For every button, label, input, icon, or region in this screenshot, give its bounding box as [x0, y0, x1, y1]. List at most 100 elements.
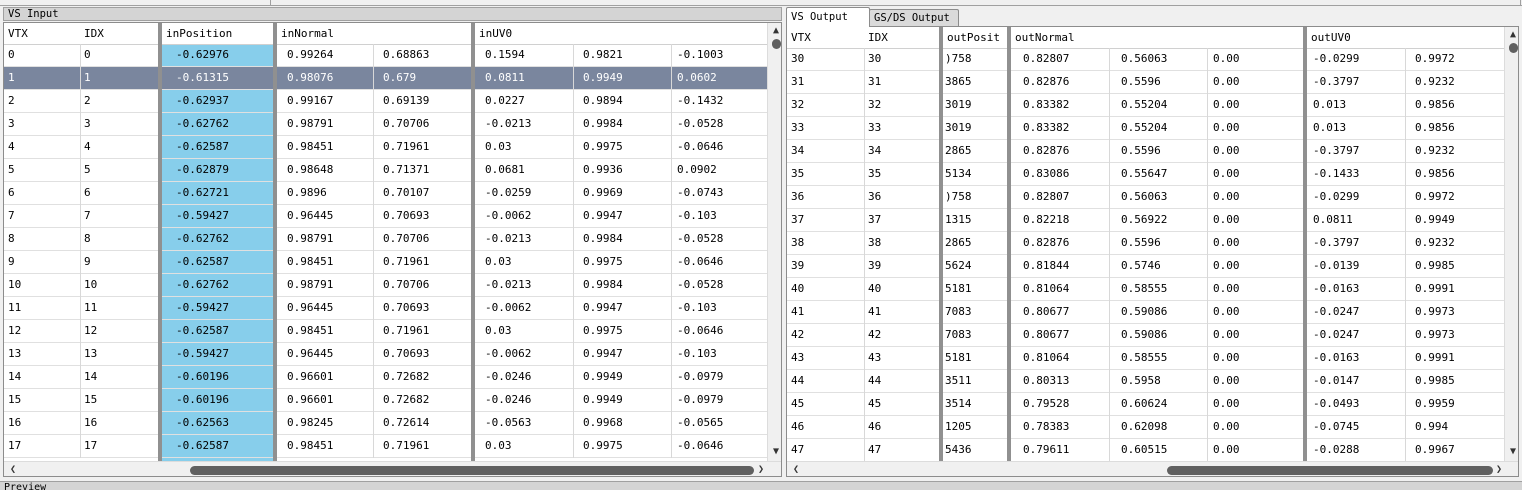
table-row[interactable]: 38 38 2865 0.82876 0.5596 0.00 -0.3797 0.9232	[787, 232, 1504, 255]
table-cell: 0.9973	[1415, 305, 1455, 318]
table-row[interactable]: 8 8 -0.62762 0.98791 0.70706 -0.0213 0.9984 -0.…	[4, 228, 767, 251]
table-row[interactable]: 10 10 -0.62762 0.98791 0.70706 -0.0213 0.9984 -…	[4, 274, 767, 297]
table-row[interactable]: 11 11 -0.59427 0.96445 0.70693 -0.0062 0.9947 -…	[4, 297, 767, 320]
column-header-0[interactable]: VTX	[8, 27, 28, 40]
table-row[interactable]: 44 44 3511 0.80313 0.5958 0.00 -0.0147 0.9985	[787, 370, 1504, 393]
column-header-2[interactable]: inPosition	[166, 27, 233, 40]
table-cell: 30	[791, 52, 805, 65]
table-row[interactable]: 12 12 -0.62587 0.98451 0.71961 0.03 0.9975 -0.0…	[4, 320, 767, 343]
table-cell: 0.9232	[1415, 236, 1455, 249]
table-row[interactable]: 43 43 5181 0.81064 0.58555 0.00 -0.0163 0.9991	[787, 347, 1504, 370]
table-cell: 45	[868, 397, 882, 410]
table-row[interactable]: 35 35 5134 0.83086 0.55647 0.00 -0.1433 0.9856	[787, 163, 1504, 186]
tab-vs-output[interactable]: VS Output	[786, 7, 870, 27]
table-cell: 30	[868, 52, 882, 65]
column-header-2[interactable]: outPosit	[947, 31, 1000, 44]
table-row[interactable]: 9 9 -0.62587 0.98451 0.71961 0.03 0.9975 -0.064…	[4, 251, 767, 274]
table-cell: -0.0743	[677, 186, 724, 199]
table-row[interactable]: 31 31 3865 0.82876 0.5596 0.00 -0.3797 0.9232	[787, 71, 1504, 94]
table-cell: 0.013	[1313, 121, 1347, 134]
vs-input-grid[interactable]: VTX IDX inPosition inNormal inUV0 0 0 -0.62976…	[3, 22, 782, 477]
table-row[interactable]: 17 17 -0.62587 0.98451 0.71961 0.03 0.9975 -0.0…	[4, 435, 767, 458]
table-row[interactable]: 15 15 -0.60196 0.96601 0.72682 -0.0246 0.9949 -…	[4, 389, 767, 412]
vertical-scroll-thumb[interactable]	[1509, 43, 1518, 53]
table-row[interactable]: 40 40 5181 0.81064 0.58555 0.00 -0.0163 0.9991	[787, 278, 1504, 301]
table-row[interactable]: 1 1 -0.61315 0.98076 0.679 0.0811 0.9949 0.0602	[4, 67, 767, 90]
table-row[interactable]: 16 16 -0.62563 0.98245 0.72614 -0.0563 0.9968 -…	[4, 412, 767, 435]
table-cell: 0.5596	[1121, 236, 1161, 249]
column-header-1[interactable]: IDX	[868, 31, 888, 44]
table-cell: 0.83382	[1023, 98, 1070, 111]
position-column-highlight	[161, 44, 273, 462]
table-cell: 9	[84, 255, 91, 268]
table-cell: 0.60515	[1121, 443, 1168, 456]
scroll-down-arrow-icon[interactable]: ▼	[1509, 446, 1517, 457]
column-header-0[interactable]: VTX	[791, 31, 811, 44]
table-cell: 0.9967	[1415, 443, 1455, 456]
table-cell: 0.03	[485, 140, 512, 153]
table-cell: 0.5746	[1121, 259, 1161, 272]
table-cell: 0.59086	[1121, 328, 1168, 341]
table-row[interactable]: 42 42 7083 0.80677 0.59086 0.00 -0.0247 0.9973	[787, 324, 1504, 347]
table-row[interactable]: 5 5 -0.62879 0.98648 0.71371 0.0681 0.9936 0.09…	[4, 159, 767, 182]
table-cell: 35	[791, 167, 805, 180]
table-cell: 39	[868, 259, 882, 272]
vertical-scroll-thumb[interactable]	[772, 39, 781, 49]
vs-output-vertical-scrollbar[interactable]: ▲ ▼	[1504, 27, 1518, 462]
table-cell: 0.60624	[1121, 397, 1168, 410]
table-row[interactable]: 45 45 3514 0.79528 0.60624 0.00 -0.0493 0.9959	[787, 393, 1504, 416]
table-row[interactable]: 3 3 -0.62762 0.98791 0.70706 -0.0213 0.9984 -0.…	[4, 113, 767, 136]
column-header-3[interactable]: inNormal	[281, 27, 334, 40]
table-row[interactable]: 33 33 3019 0.83382 0.55204 0.00 0.013 0.9856	[787, 117, 1504, 140]
table-cell: 0.9968	[583, 416, 623, 429]
table-cell: -0.60196	[176, 393, 229, 406]
table-cell: 3019	[945, 121, 972, 134]
scroll-right-arrow-icon[interactable]: ❯	[757, 464, 765, 475]
table-row[interactable]: 2 2 -0.62937 0.99167 0.69139 0.0227 0.9894 -0.1…	[4, 90, 767, 113]
table-cell: -0.62587	[176, 324, 229, 337]
column-header-1[interactable]: IDX	[84, 27, 104, 40]
horizontal-scroll-thumb[interactable]	[190, 466, 754, 475]
column-header-4[interactable]: outUV0	[1311, 31, 1351, 44]
scroll-up-arrow-icon[interactable]: ▲	[772, 25, 780, 36]
table-row[interactable]: 6 6 -0.62721 0.9896 0.70107 -0.0259 0.9969 -0.0…	[4, 182, 767, 205]
table-cell: 0.9975	[583, 140, 623, 153]
table-cell: 36	[791, 190, 805, 203]
table-row[interactable]: 4 4 -0.62587 0.98451 0.71961 0.03 0.9975 -0.064…	[4, 136, 767, 159]
column-header-4[interactable]: inUV0	[479, 27, 513, 40]
tab-gs-ds-output[interactable]: GS/DS Output	[869, 9, 959, 26]
column-separator	[1303, 27, 1307, 462]
scroll-left-arrow-icon[interactable]: ❮	[792, 464, 800, 475]
scroll-up-arrow-icon[interactable]: ▲	[1509, 29, 1517, 40]
table-row[interactable]: 46 46 1205 0.78383 0.62098 0.00 -0.0745 0.994	[787, 416, 1504, 439]
table-cell: 0.72682	[383, 393, 430, 406]
table-cell: -0.103	[677, 347, 717, 360]
table-row[interactable]: 30 30)758 0.82807 0.56063 0.00 -0.0299 0.9972	[787, 48, 1504, 71]
table-row[interactable]: 41 41 7083 0.80677 0.59086 0.00 -0.0247 0.9973	[787, 301, 1504, 324]
table-row[interactable]: 36 36)758 0.82807 0.56063 0.00 -0.0299 0.9972	[787, 186, 1504, 209]
scroll-down-arrow-icon[interactable]: ▼	[772, 446, 780, 457]
column-header-3[interactable]: outNormal	[1015, 31, 1075, 44]
table-cell: 2865	[945, 144, 972, 157]
table-row[interactable]: 47 47 5436 0.79611 0.60515 0.00 -0.0288 0.9967	[787, 439, 1504, 462]
scroll-left-arrow-icon[interactable]: ❮	[9, 464, 17, 475]
table-cell: 0.5596	[1121, 144, 1161, 157]
table-row[interactable]: 37 37 1315 0.82218 0.56922 0.00 0.0811 0.9949	[787, 209, 1504, 232]
table-row[interactable]: 0 0 -0.62976 0.99264 0.68863 0.1594 0.9821 -0.1…	[4, 44, 767, 67]
table-row[interactable]: 7 7 -0.59427 0.96445 0.70693 -0.0062 0.9947 -0.…	[4, 205, 767, 228]
table-cell: -0.0979	[677, 393, 724, 406]
scroll-right-arrow-icon[interactable]: ❯	[1495, 464, 1503, 475]
table-row[interactable]: 39 39 5624 0.81844 0.5746 0.00 -0.0139 0.9985	[787, 255, 1504, 278]
horizontal-scroll-thumb[interactable]	[1167, 466, 1493, 475]
table-row[interactable]: 13 13 -0.59427 0.96445 0.70693 -0.0062 0.9947 -…	[4, 343, 767, 366]
vs-input-horizontal-scrollbar[interactable]: ❮ ❯	[4, 461, 781, 476]
table-row[interactable]: 32 32 3019 0.83382 0.55204 0.00 0.013 0.9856	[787, 94, 1504, 117]
table-cell: 8	[84, 232, 91, 245]
table-cell: -0.62587	[176, 439, 229, 452]
vs-output-grid[interactable]: VTX IDX outPosit outNormal outUV0 30 30)758 0.…	[786, 26, 1519, 477]
vs-input-vertical-scrollbar[interactable]: ▲ ▼	[767, 23, 781, 462]
table-row[interactable]: 34 34 2865 0.82876 0.5596 0.00 -0.3797 0.9232	[787, 140, 1504, 163]
table-cell: -0.62879	[176, 163, 229, 176]
vs-output-horizontal-scrollbar[interactable]: ❮ ❯	[787, 461, 1518, 476]
table-row[interactable]: 14 14 -0.60196 0.96601 0.72682 -0.0246 0.9949 -…	[4, 366, 767, 389]
